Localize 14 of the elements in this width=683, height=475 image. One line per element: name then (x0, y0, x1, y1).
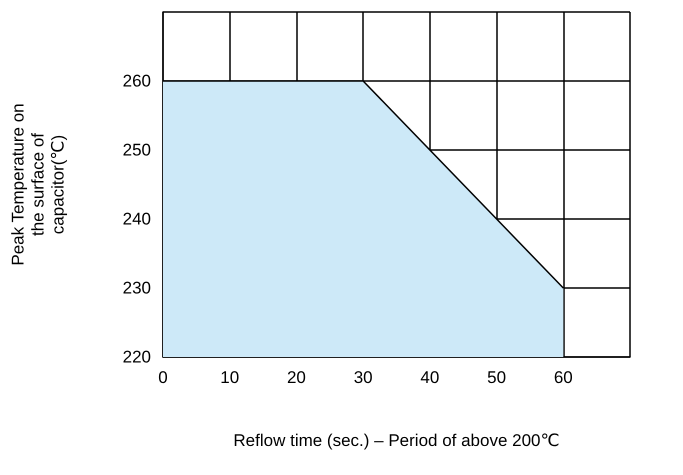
x-tick-label: 20 (286, 368, 306, 387)
x-axis-title: Reflow time (sec.) – Period of above 200℃ (233, 431, 560, 450)
y-tick-label: 240 (122, 210, 151, 228)
y-tick-label: 250 (122, 140, 151, 160)
x-tick-label: 40 (420, 368, 440, 387)
x-tick-label: 0 (158, 368, 168, 387)
y-axis-title: Peak Temperature on the surface of capacitor(℃) (8, 103, 68, 266)
y-tick-label: 230 (122, 278, 151, 298)
x-tick-label: 10 (220, 368, 240, 387)
y-tick-label: 220 (122, 348, 151, 366)
y-tick-label: 260 (122, 72, 151, 90)
x-tick-label: 30 (354, 368, 373, 387)
x-tick-label: 50 (487, 368, 506, 387)
x-tick-label: 60 (554, 368, 573, 387)
